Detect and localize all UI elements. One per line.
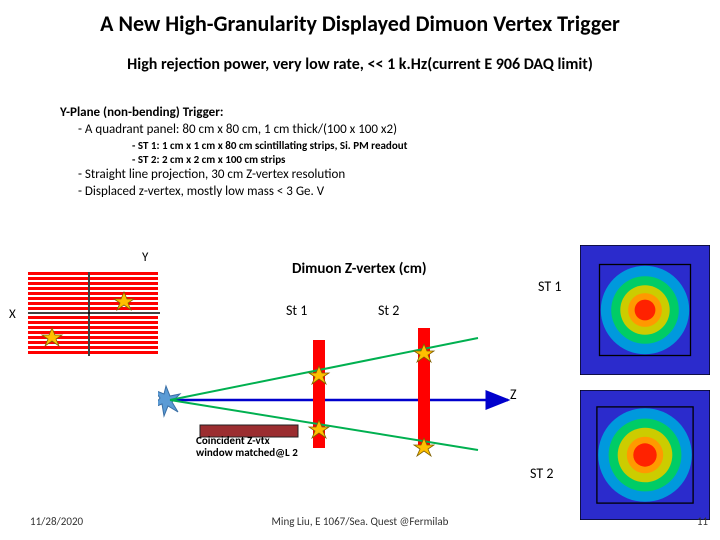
heatmap-st2 [580, 390, 710, 520]
bullet-1: Y-Plane (non-bending) Trigger: [60, 105, 660, 122]
footer-author: Ming Liu, E 1067/Sea. Quest @Fermilab [0, 515, 720, 528]
y-axis-label: Y [142, 250, 148, 265]
coincident-note: Coincident Z-vtx window matched@L 2 [196, 435, 298, 459]
z-label: Z [510, 386, 517, 403]
quadrant-panel [28, 272, 160, 354]
x-axis-label: X [9, 307, 16, 322]
st1-label: St 1 [286, 302, 307, 319]
bullet-list: Y-Plane (non-bending) Trigger: - A quadr… [60, 105, 660, 201]
st1-caption: ST 1 [538, 278, 561, 295]
bullet-3a: - ST 1: 1 cm x 1 cm x 80 cm scintillatin… [60, 139, 660, 153]
dimuon-label: Dimuon Z-vertex (cm) [292, 260, 427, 278]
st2-label: St 2 [378, 302, 399, 319]
page-subtitle: High rejection power, very low rate, << … [0, 55, 720, 74]
heatmap-st1 [580, 245, 710, 375]
side-view-diagram [158, 280, 528, 460]
st2-caption: ST 2 [530, 465, 553, 482]
bullet-2: - A quadrant panel: 80 cm x 80 cm, 1 cm … [60, 122, 660, 139]
footer-page: 11 [697, 515, 708, 528]
bullet-5: - Displaced z-vertex, mostly low mass < … [60, 184, 660, 201]
page-title: A New High-Granularity Displayed Dimuon … [0, 10, 720, 37]
bullet-3b: - ST 2: 2 cm x 2 cm x 100 cm strips [60, 153, 660, 167]
bullet-4: - Straight line projection, 30 cm Z-vert… [60, 167, 660, 184]
